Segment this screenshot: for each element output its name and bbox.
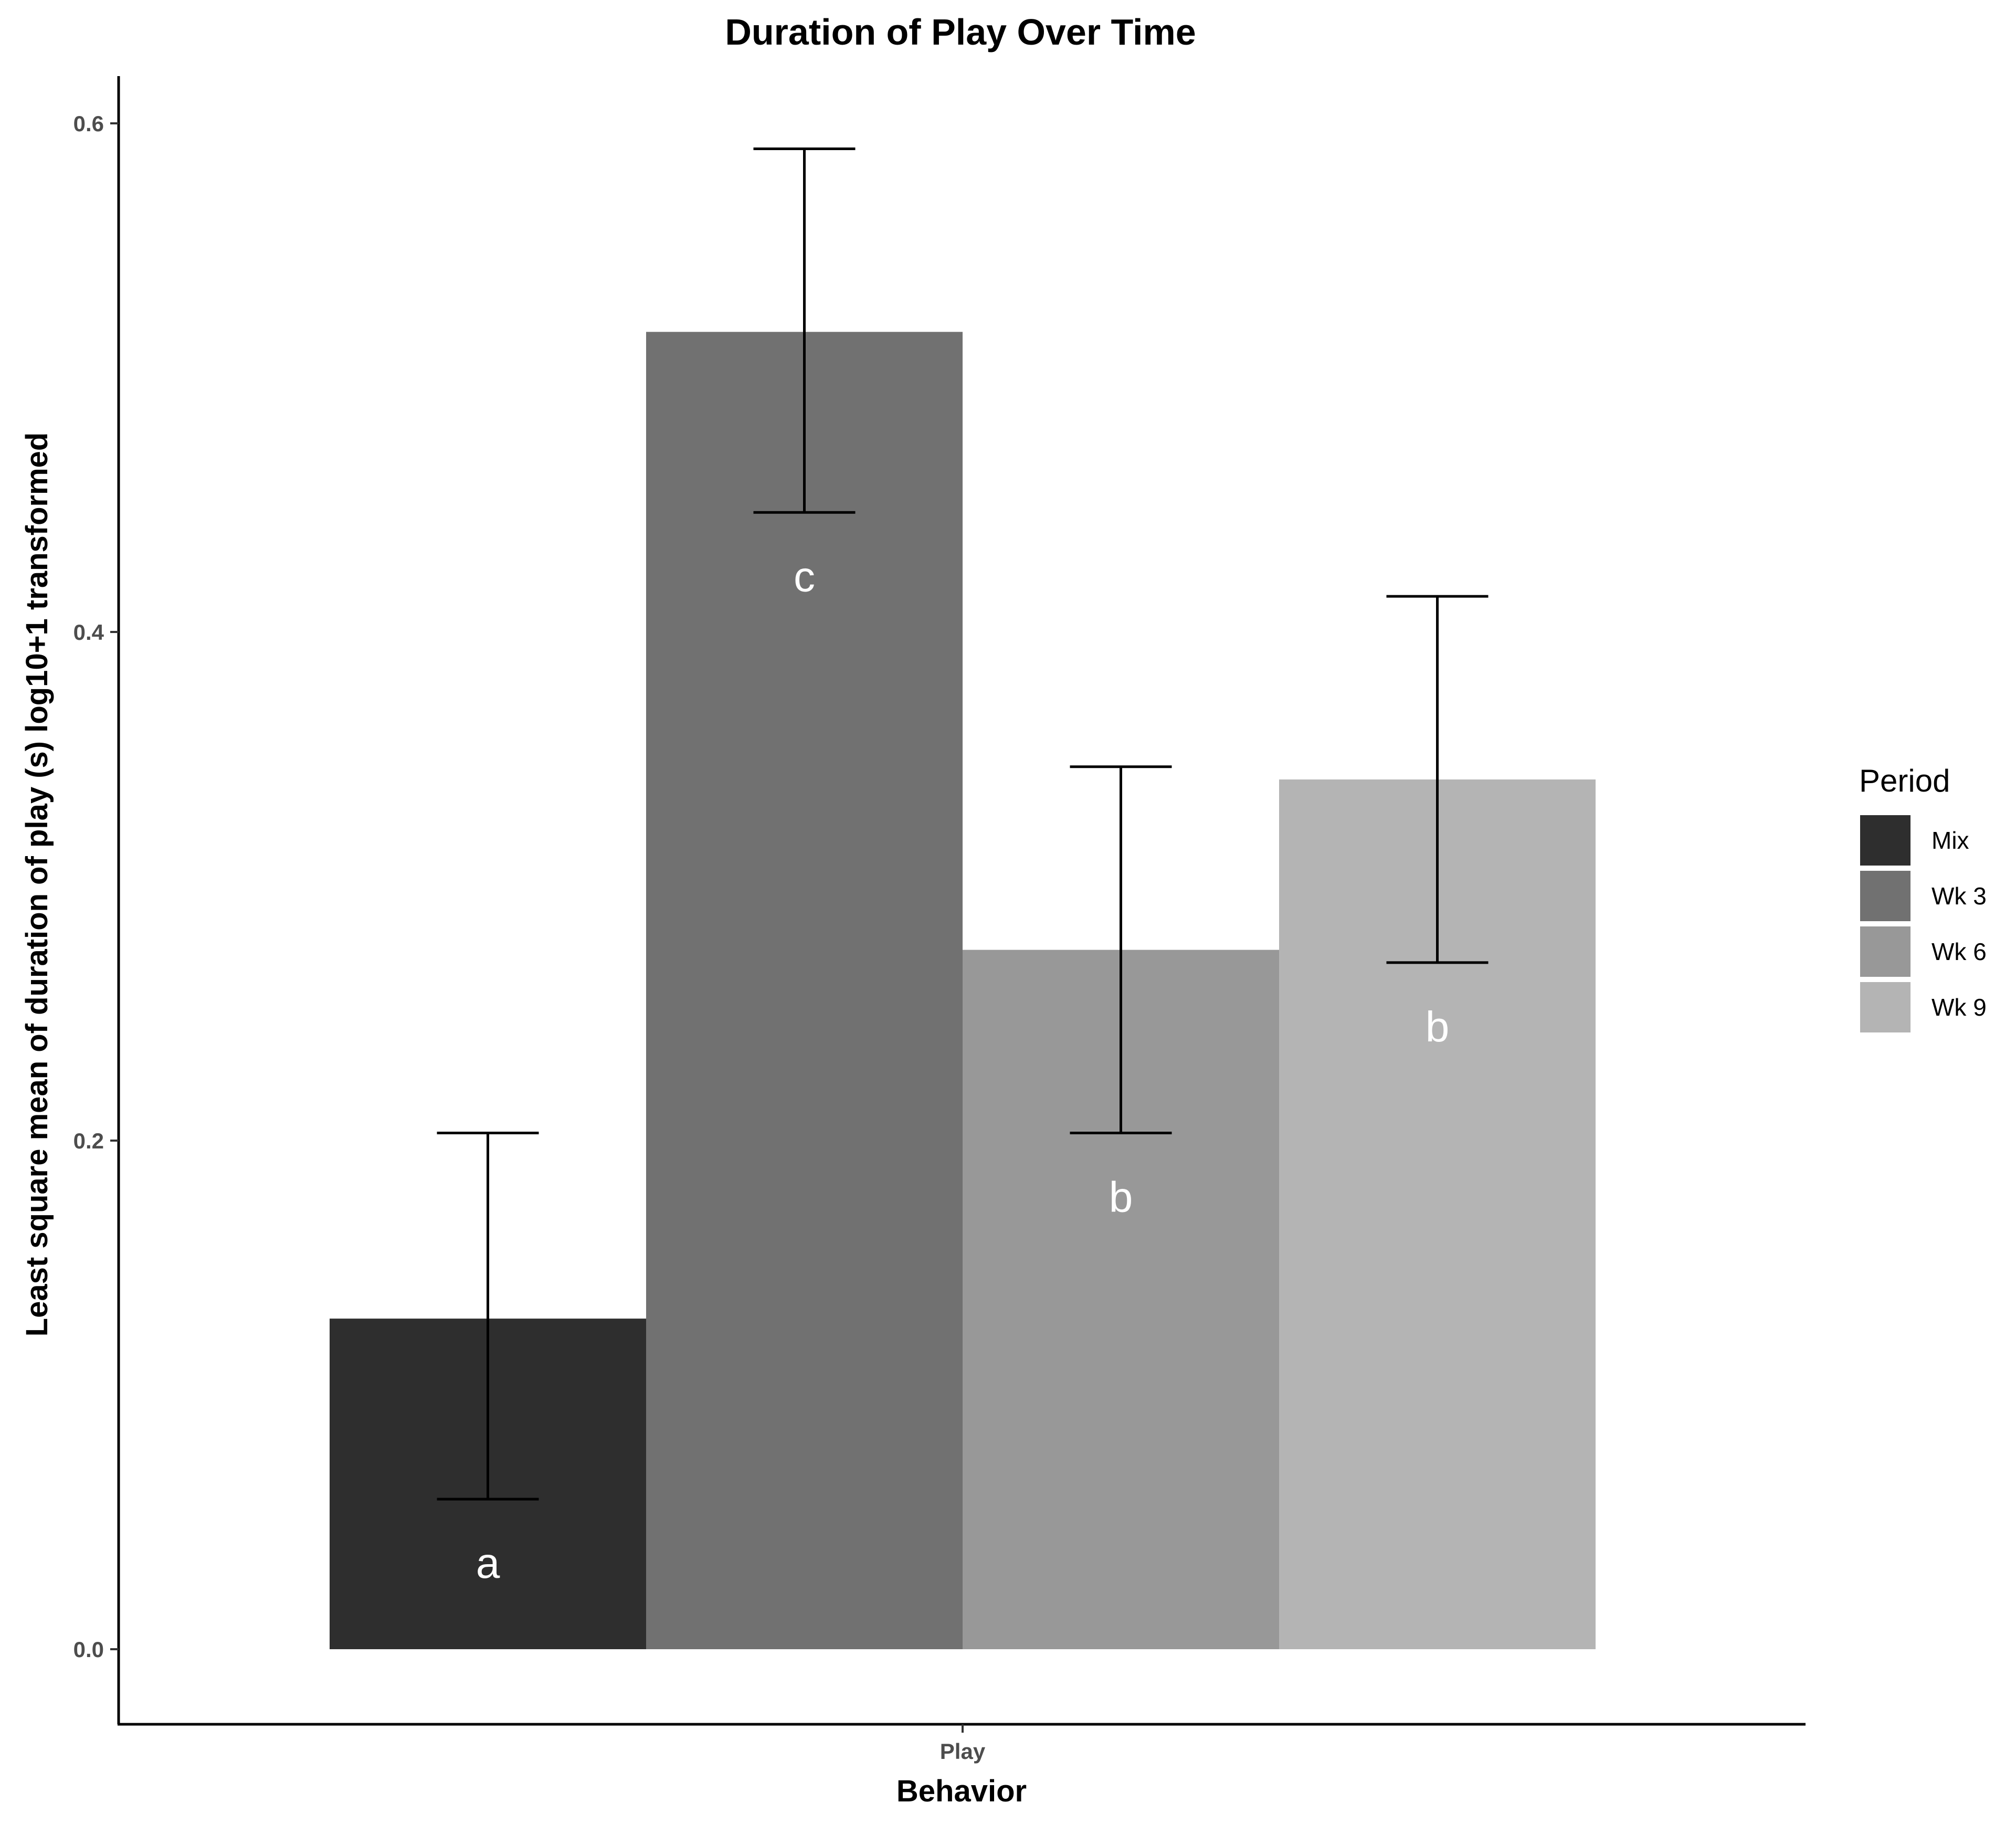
- x-axis-title: Behavior: [896, 1774, 1027, 1808]
- y-tick-label: 0.6: [73, 111, 104, 136]
- legend-title: Period: [1859, 763, 1950, 798]
- y-tick-label: 0.4: [73, 620, 104, 645]
- bar-wk-3: [646, 332, 963, 1649]
- legend: Period Mix Wk 3 Wk 6 Wk 9: [1859, 763, 1987, 1032]
- legend-label-wk-9: Wk 9: [1931, 994, 1987, 1021]
- plot-area: a c b b: [330, 147, 1596, 1649]
- legend-key-wk-6: [1860, 926, 1911, 977]
- legend-label-mix: Mix: [1931, 827, 1969, 854]
- y-tick-label: 0.2: [73, 1129, 104, 1153]
- significance-label-wk-9: b: [1426, 1003, 1450, 1051]
- chart-title: Duration of Play Over Time: [725, 12, 1196, 52]
- y-tick-label: 0.0: [73, 1637, 104, 1662]
- legend-key-wk-3: [1860, 871, 1911, 921]
- legend-label-wk-3: Wk 3: [1931, 882, 1987, 910]
- x-tick-label: Play: [940, 1739, 986, 1764]
- axes: 0.0 0.2 0.4 0.6 Play: [73, 76, 1806, 1764]
- significance-label-wk-6: b: [1109, 1173, 1133, 1221]
- significance-label-wk-3: c: [794, 553, 815, 600]
- y-axis-title: Least square mean of duration of play (s…: [20, 433, 54, 1337]
- legend-key-mix: [1860, 815, 1911, 866]
- legend-key-wk-9: [1860, 982, 1911, 1032]
- significance-label-mix: a: [476, 1540, 500, 1587]
- legend-label-wk-6: Wk 6: [1931, 938, 1987, 965]
